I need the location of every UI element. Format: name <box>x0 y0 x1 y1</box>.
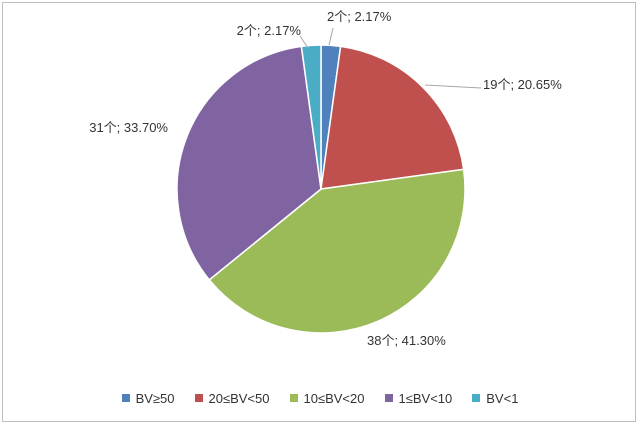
data-label-4: 2个; 2.17% <box>237 23 302 38</box>
legend-item-bv-20-50: 20≤BV<50 <box>194 390 270 406</box>
legend-label: BV<1 <box>486 390 519 406</box>
legend-label: BV≥50 <box>135 390 175 406</box>
legend-swatch <box>384 394 393 402</box>
legend-item-bv-ge-50: BV≥50 <box>121 390 175 406</box>
leader-line-0 <box>328 27 334 46</box>
legend-label: 1≤BV<10 <box>398 390 453 406</box>
legend-swatch <box>121 394 130 402</box>
legend-label: 10≤BV<20 <box>303 390 365 406</box>
data-label-3: 31个; 33.70% <box>89 120 168 135</box>
leader-line-1 <box>424 84 482 89</box>
leader-lines <box>299 27 482 89</box>
legend-label: 20≤BV<50 <box>208 390 270 406</box>
legend-swatch <box>289 394 298 402</box>
legend-item-bv-1-10: 1≤BV<10 <box>384 390 453 406</box>
pie-slice-1 <box>320 45 465 190</box>
pie-slice-4 <box>300 44 322 190</box>
legend-swatch <box>472 394 481 402</box>
data-label-0: 2个; 2.17% <box>327 9 392 24</box>
pie-slice-3 <box>176 45 322 281</box>
data-label-1: 19个; 20.65% <box>483 77 562 92</box>
legend-item-bv-10-20: 10≤BV<20 <box>289 390 365 406</box>
leader-line-4 <box>299 35 309 49</box>
legend: BV≥50 20≤BV<50 10≤BV<20 1≤BV<10 BV<1 <box>0 388 640 408</box>
pie-slice-2 <box>208 168 466 334</box>
pie-slices <box>176 44 466 334</box>
data-label-2: 38个; 41.30% <box>367 333 446 348</box>
data-labels: 2个; 2.17% 19个; 20.65% 38个; 41.30% 31个; 33.7… <box>89 9 562 348</box>
legend-swatch <box>194 394 203 402</box>
legend-item-bv-lt-1: BV<1 <box>472 391 518 406</box>
